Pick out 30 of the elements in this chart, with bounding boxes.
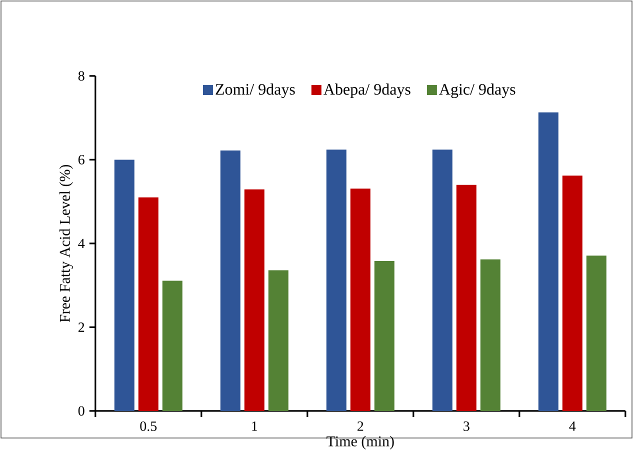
legend-label: Abepa/ 9days	[324, 84, 410, 98]
y-tick-label: 4	[78, 238, 85, 248]
bar	[432, 150, 452, 412]
bar	[538, 112, 558, 412]
bar	[374, 261, 394, 412]
y-tick-label: 2	[78, 322, 84, 332]
x-tick-label: 0.5	[140, 422, 157, 432]
bar	[220, 150, 240, 412]
bar	[326, 150, 346, 412]
bar	[138, 197, 158, 412]
bar	[562, 176, 582, 412]
y-tick-label: 0	[78, 406, 84, 416]
legend-label: Zomi/ 9days	[216, 84, 295, 98]
x-tick-label: 4	[569, 422, 576, 431]
bar	[586, 256, 606, 412]
bar	[350, 188, 370, 412]
bar	[162, 280, 182, 412]
bar	[268, 270, 288, 412]
x-tick-label: 3	[464, 422, 470, 431]
bar	[456, 184, 476, 412]
bar	[114, 160, 134, 412]
bar	[480, 259, 500, 412]
x-tick-label: 1	[252, 422, 258, 431]
y-axis-title: Free Fatty Acid Level (%)	[59, 165, 73, 322]
y-tick-label: 8	[78, 71, 84, 81]
y-tick-label: 6	[78, 155, 84, 165]
legend-label: Agic/ 9days	[439, 84, 516, 98]
bar	[244, 190, 264, 412]
x-axis-title: Time (min)	[326, 436, 394, 450]
x-tick-label: 2	[358, 422, 364, 431]
